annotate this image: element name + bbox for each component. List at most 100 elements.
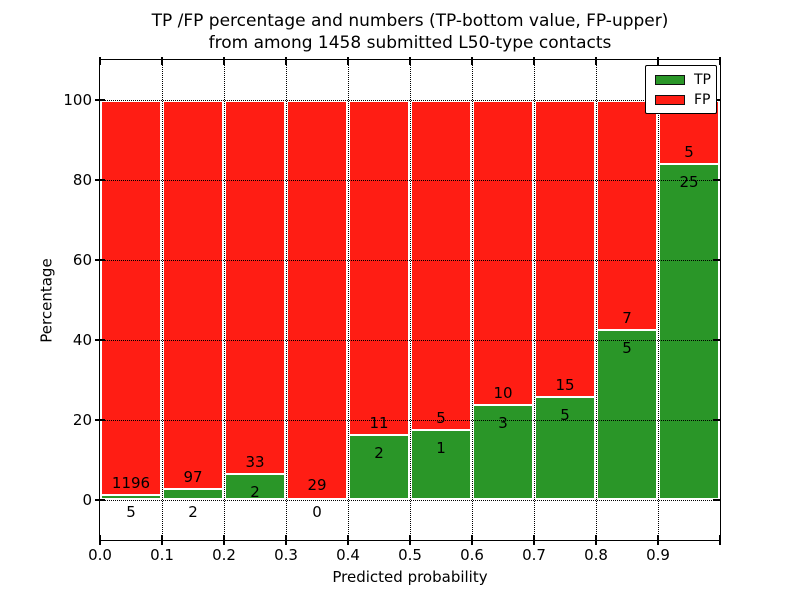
y-tick-right <box>713 99 721 101</box>
x-tick-top <box>99 57 101 65</box>
x-gridline <box>595 60 597 540</box>
fp-count-label: 5 <box>436 409 446 428</box>
y-tick-left <box>95 99 105 101</box>
x-tick-bottom <box>285 535 287 545</box>
fp-count-label: 7 <box>622 309 632 328</box>
x-axis-label: Predicted probability <box>332 568 488 586</box>
x-tick-bottom <box>347 535 349 545</box>
legend-item-tp: TP <box>646 70 716 90</box>
tp-bar-segment <box>102 496 160 498</box>
y-gridline <box>100 339 720 341</box>
tp-bar-segment <box>474 403 532 498</box>
x-tick-bottom <box>161 535 163 545</box>
x-gridline <box>471 60 473 540</box>
x-tick-bottom <box>657 535 659 545</box>
chart-title: TP /FP percentage and numbers (TP-bottom… <box>60 10 760 54</box>
x-tick-top <box>161 57 163 65</box>
y-tick-right <box>713 259 721 261</box>
x-tick-label: 0.7 <box>522 546 546 564</box>
x-tick-top <box>347 57 349 65</box>
x-tick-bottom <box>533 535 535 545</box>
fp-count-label: 11 <box>369 414 389 433</box>
x-tick-label: 0.8 <box>584 546 608 564</box>
fp-bar-segment <box>162 100 224 500</box>
y-gridline <box>100 99 720 101</box>
y-gridline <box>100 259 720 261</box>
chart-title-line2: from among 1458 submitted L50-type conta… <box>208 33 612 53</box>
y-gridline <box>100 179 720 181</box>
x-tick-top <box>719 57 721 65</box>
x-tick-bottom <box>471 535 473 545</box>
tp-bar-segment <box>598 329 656 498</box>
tp-bar-segment <box>660 162 718 498</box>
tp-bar-segment <box>536 396 594 498</box>
x-gridline <box>285 60 287 540</box>
y-gridline <box>100 499 720 501</box>
x-tick-label: 0.9 <box>646 546 670 564</box>
y-tick-right <box>713 499 721 501</box>
fp-bar-segment <box>472 100 534 500</box>
y-tick-label: 60 <box>72 251 92 269</box>
legend: TP FP <box>645 65 717 114</box>
legend-tp-swatch <box>655 75 685 85</box>
x-gridline <box>161 60 163 540</box>
x-tick-label: 0.6 <box>460 546 484 564</box>
legend-fp-swatch <box>655 95 685 105</box>
fp-count-label: 15 <box>555 376 575 394</box>
fp-bar-segment <box>348 100 410 500</box>
tp-count-label: 2 <box>188 503 198 521</box>
x-tick-bottom <box>99 535 101 545</box>
y-gridline <box>100 419 720 421</box>
x-gridline <box>223 60 225 540</box>
y-tick-label: 80 <box>72 171 92 189</box>
y-tick-left <box>95 179 105 181</box>
x-gridline <box>657 60 659 540</box>
chart-title-line1: TP /FP percentage and numbers (TP-bottom… <box>151 11 669 31</box>
x-tick-top <box>409 57 411 65</box>
x-tick-label: 0.1 <box>150 546 174 564</box>
tp-count-label: 5 <box>126 503 136 521</box>
x-tick-bottom <box>719 535 721 545</box>
fp-count-label: 33 <box>245 453 265 472</box>
x-tick-label: 0.4 <box>336 546 360 564</box>
legend-fp-label: FP <box>694 92 711 108</box>
fp-bar-segment <box>658 100 720 500</box>
tp-bar-segment <box>226 473 284 498</box>
legend-item-fp: FP <box>646 90 716 110</box>
x-tick-bottom <box>223 535 225 545</box>
tp-bar-segment <box>412 429 470 498</box>
y-axis-label: Percentage <box>37 258 56 343</box>
x-tick-bottom <box>595 535 597 545</box>
x-tick-top <box>595 57 597 65</box>
y-tick-left <box>95 499 105 501</box>
fp-count-label: 1196 <box>111 474 151 493</box>
fp-count-label: 97 <box>183 467 203 486</box>
tp-count-label: 2 <box>374 444 384 463</box>
fp-count-label: 10 <box>493 383 513 402</box>
y-tick-left <box>95 259 105 261</box>
y-tick-label: 0 <box>82 491 92 509</box>
fp-bar-segment <box>410 100 472 500</box>
y-tick-left <box>95 339 105 341</box>
x-tick-top <box>223 57 225 65</box>
y-tick-right <box>713 339 721 341</box>
x-tick-label: 0.0 <box>88 546 112 564</box>
x-tick-top <box>533 57 535 65</box>
fp-bar-segment <box>224 100 286 500</box>
tp-count-label: 5 <box>560 406 570 424</box>
x-gridline <box>409 60 411 540</box>
fp-bar-segment <box>596 100 658 500</box>
x-tick-top <box>471 57 473 65</box>
tp-count-label: 0 <box>312 503 322 521</box>
fp-count-label: 29 <box>307 476 327 494</box>
legend-tp-label: TP <box>694 72 711 88</box>
fp-bar-segment <box>286 100 348 500</box>
x-tick-bottom <box>409 535 411 545</box>
y-tick-left <box>95 419 105 421</box>
tp-bar-segment <box>350 434 408 498</box>
x-tick-label: 0.2 <box>212 546 236 564</box>
x-tick-top <box>657 57 659 65</box>
fp-bar-segment <box>534 100 596 500</box>
y-tick-label: 100 <box>63 91 92 109</box>
